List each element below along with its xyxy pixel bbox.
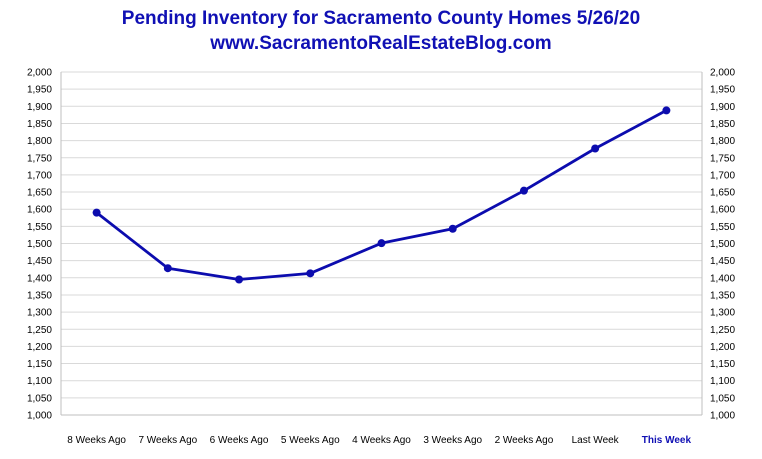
y-tick-label-left: 1,400 — [27, 273, 52, 284]
y-tick-label-left: 2,000 — [27, 68, 52, 79]
y-tick-label-right: 1,300 — [710, 308, 735, 319]
y-tick-label-left: 1,250 — [27, 325, 52, 336]
data-point — [306, 269, 315, 278]
x-category-label: 3 Weeks Ago — [423, 435, 482, 446]
y-tick-label-right: 1,650 — [710, 188, 735, 199]
x-category-label: 5 Weeks Ago — [281, 435, 340, 446]
y-tick-label-left: 1,150 — [27, 359, 52, 370]
y-tick-label-left: 1,650 — [27, 188, 52, 199]
y-tick-label-left: 1,550 — [27, 222, 52, 233]
y-tick-label-left: 1,300 — [27, 308, 52, 319]
y-tick-label-left: 1,900 — [27, 102, 52, 113]
y-tick-label-left: 1,500 — [27, 239, 52, 250]
data-point — [448, 224, 457, 233]
chart-title-block: Pending Inventory for Sacramento County … — [0, 6, 762, 56]
y-tick-label-left: 1,750 — [27, 153, 52, 164]
y-tick-label-right: 1,050 — [710, 393, 735, 404]
y-tick-label-right: 1,550 — [710, 222, 735, 233]
y-tick-label-right: 1,200 — [710, 342, 735, 353]
x-category-label: 7 Weeks Ago — [138, 435, 197, 446]
y-tick-label-right: 1,000 — [710, 411, 735, 422]
y-tick-label-right: 1,900 — [710, 102, 735, 113]
y-tick-label-left: 1,600 — [27, 205, 52, 216]
y-tick-label-right: 1,700 — [710, 170, 735, 181]
y-tick-label-right: 1,250 — [710, 325, 735, 336]
y-tick-label-right: 1,100 — [710, 376, 735, 387]
y-tick-label-left: 1,350 — [27, 290, 52, 301]
data-point — [163, 264, 172, 273]
y-tick-label-right: 1,750 — [710, 153, 735, 164]
x-category-label: 8 Weeks Ago — [67, 435, 126, 446]
y-tick-label-right: 1,500 — [710, 239, 735, 250]
y-tick-label-right: 1,450 — [710, 256, 735, 267]
y-tick-label-left: 1,000 — [27, 411, 52, 422]
y-tick-label-left: 1,450 — [27, 256, 52, 267]
y-tick-label-left: 1,200 — [27, 342, 52, 353]
x-category-label: 6 Weeks Ago — [210, 435, 269, 446]
y-tick-label-right: 1,150 — [710, 359, 735, 370]
y-tick-label-left: 1,850 — [27, 119, 52, 130]
y-tick-label-right: 1,950 — [710, 85, 735, 96]
y-tick-label-right: 1,850 — [710, 119, 735, 130]
data-point — [662, 106, 671, 115]
y-tick-label-right: 1,800 — [710, 136, 735, 147]
y-tick-label-left: 1,700 — [27, 170, 52, 181]
y-tick-label-right: 1,400 — [710, 273, 735, 284]
data-point — [235, 275, 244, 284]
x-category-label: 4 Weeks Ago — [352, 435, 411, 446]
y-tick-label-right: 1,350 — [710, 290, 735, 301]
data-point — [519, 186, 528, 195]
y-tick-label-left: 1,100 — [27, 376, 52, 387]
data-point — [377, 239, 386, 248]
y-tick-label-left: 1,800 — [27, 136, 52, 147]
x-category-label: This Week — [642, 435, 692, 446]
data-point — [92, 208, 101, 217]
data-point — [591, 144, 600, 153]
series-line — [95, 109, 668, 281]
x-category-label: 2 Weeks Ago — [495, 435, 554, 446]
x-category-label: Last Week — [572, 435, 620, 446]
y-tick-label-left: 1,050 — [27, 393, 52, 404]
y-tick-label-right: 1,600 — [710, 205, 735, 216]
y-tick-label-right: 2,000 — [710, 68, 735, 79]
chart-subtitle: www.SacramentoRealEstateBlog.com — [210, 33, 552, 54]
y-tick-label-left: 1,950 — [27, 85, 52, 96]
chart-title: Pending Inventory for Sacramento County … — [121, 8, 641, 29]
